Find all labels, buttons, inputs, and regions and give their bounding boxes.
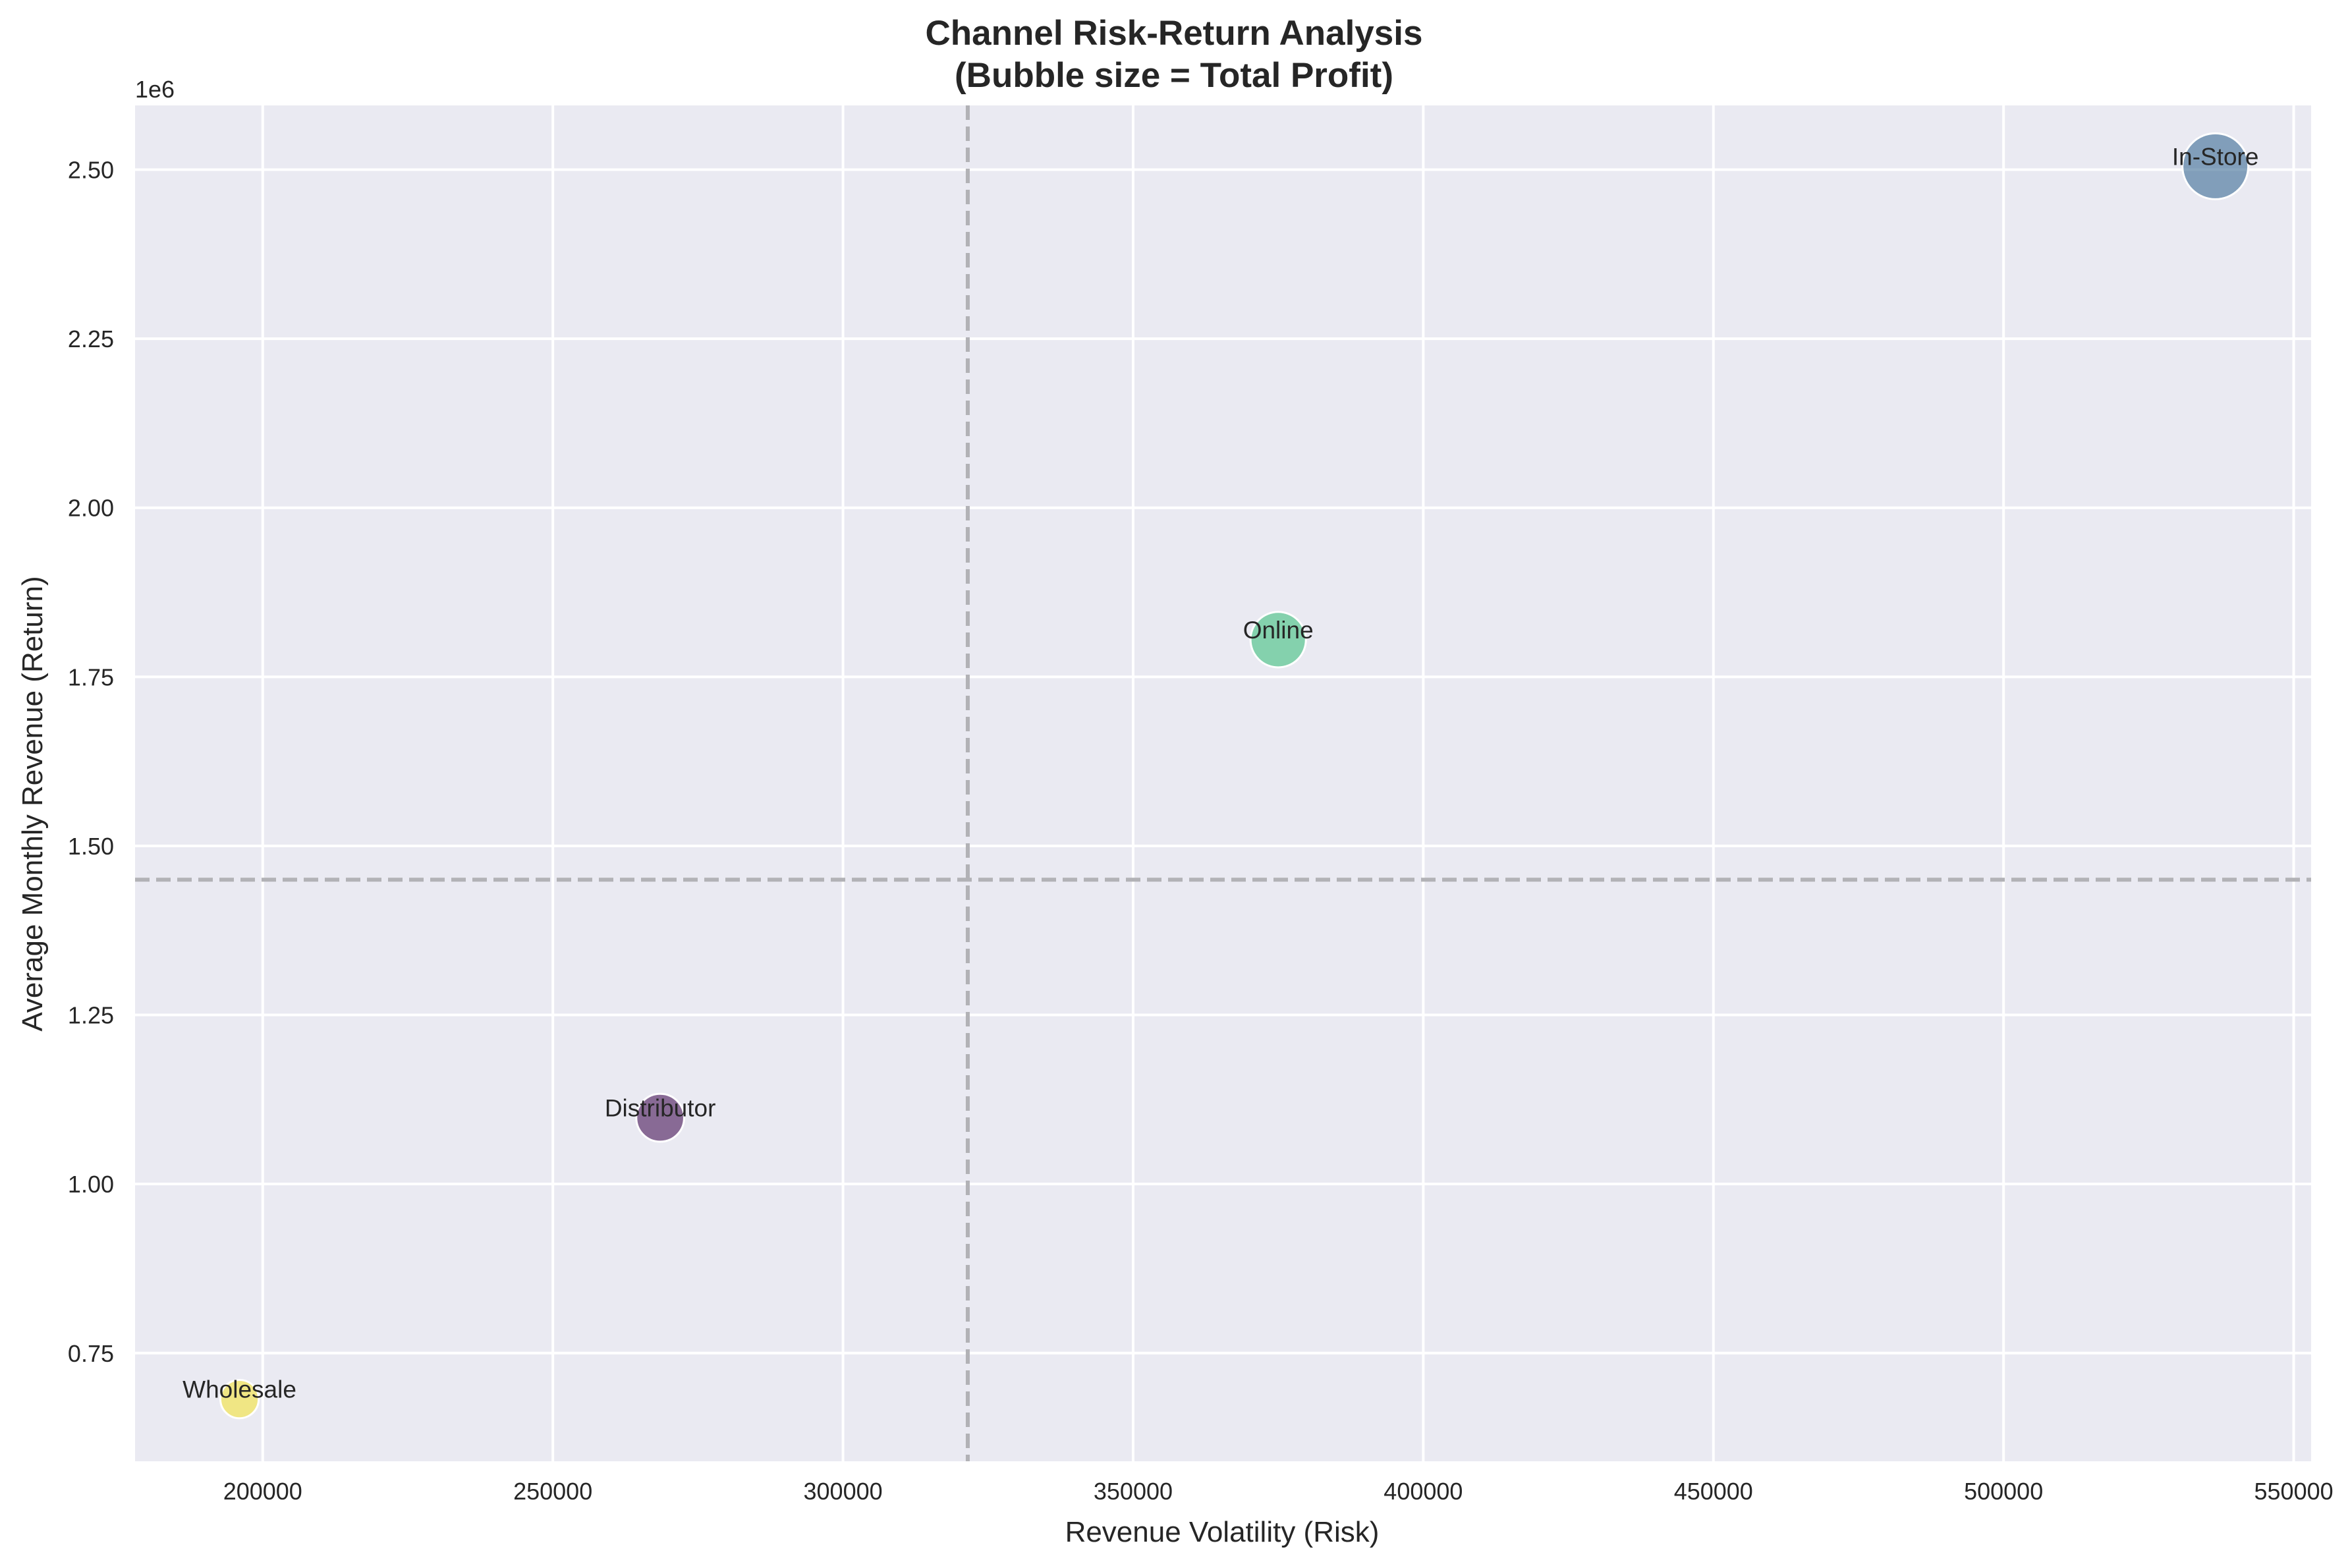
point-label: Distributor — [605, 1095, 716, 1122]
y-offset-label: 1e6 — [135, 76, 175, 103]
x-tick-label: 200000 — [223, 1478, 302, 1505]
y-tick-label: 2.00 — [68, 495, 114, 522]
y-axis-label: Average Monthly Revenue (Return) — [16, 576, 49, 1031]
point-label: In-Store — [2172, 143, 2259, 170]
x-tick-label: 550000 — [2254, 1478, 2334, 1505]
y-tick-label: 2.50 — [68, 157, 114, 184]
chart-title: Channel Risk-Return Analysis — [926, 14, 1423, 53]
y-tick-label: 2.25 — [68, 325, 114, 352]
x-tick-label: 400000 — [1384, 1478, 1463, 1505]
x-tick-label: 250000 — [513, 1478, 592, 1505]
x-axis-label: Revenue Volatility (Risk) — [1065, 1516, 1380, 1548]
x-tick-label: 350000 — [1094, 1478, 1173, 1505]
reference-lines — [135, 105, 2311, 1461]
grid-lines — [135, 105, 2311, 1461]
x-tick-label: 500000 — [1964, 1478, 2043, 1505]
point-label: Wholesale — [182, 1376, 296, 1403]
bubble-in-store — [2181, 132, 2250, 200]
tick-labels: 200000 250000 300000 350000 400000 450000 5000… — [68, 157, 2334, 1505]
data-points: In-Store Online Distributor Wholesale — [182, 132, 2259, 1420]
x-tick-label: 450000 — [1674, 1478, 1753, 1505]
point-label: Online — [1243, 617, 1314, 644]
y-tick-label: 1.50 — [68, 833, 114, 860]
chart-subtitle: (Bubble size = Total Profit) — [955, 56, 1393, 95]
bubble-wholesale — [219, 1378, 260, 1420]
x-tick-label: 300000 — [804, 1478, 883, 1505]
y-tick-label: 1.25 — [68, 1002, 114, 1029]
y-tick-label: 0.75 — [68, 1340, 114, 1367]
bubble-distributor — [635, 1092, 685, 1143]
y-tick-label: 1.00 — [68, 1171, 114, 1198]
bubble-online — [1249, 611, 1307, 669]
plot-area — [135, 105, 2311, 1461]
y-tick-label: 1.75 — [68, 663, 114, 690]
